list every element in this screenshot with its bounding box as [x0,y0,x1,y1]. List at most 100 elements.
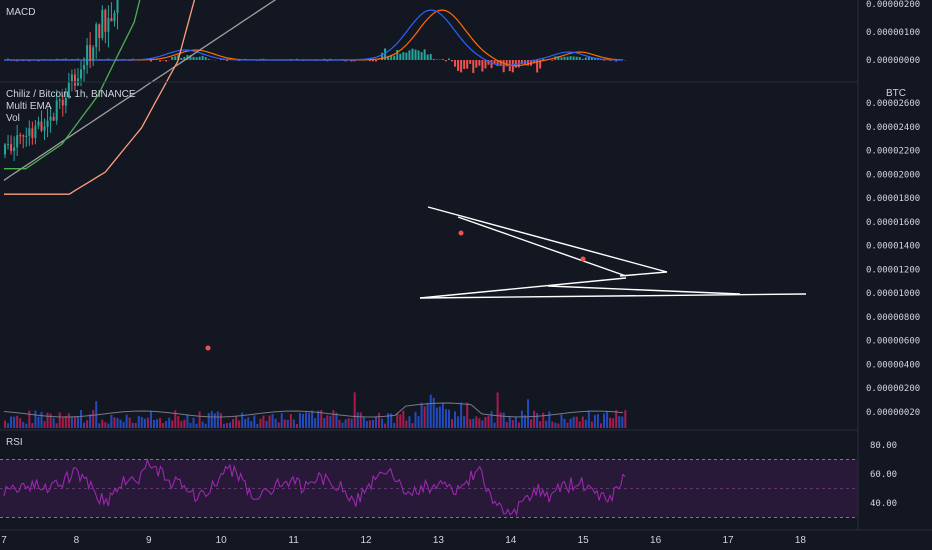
volume-bar [156,419,159,428]
candle-body [28,128,31,136]
signal-dot [580,256,586,262]
macd-histogram-bar [566,56,569,60]
candle-body [4,144,6,155]
volume-bar [195,423,198,428]
candle-body [55,100,58,121]
volume-bar [505,422,508,428]
macd-histogram-bar [55,58,58,60]
macd-histogram-bar [487,60,490,65]
volume-bar [542,412,545,428]
volume-bar [384,423,387,428]
candle-body [95,24,98,48]
rsi-tick-label: 80.00 [870,441,897,451]
volume-bar [353,392,356,428]
macd-histogram-bar [609,60,612,61]
candle-body [73,74,76,86]
macd-histogram-bar [350,60,353,62]
macd-histogram-bar [189,55,192,60]
volume-bar [101,419,104,428]
macd-histogram-bar [16,60,19,62]
volume-bar [478,418,481,428]
trendline [427,206,668,273]
macd-histogram-bar [450,60,453,62]
volume-bar [250,421,253,428]
volume-bar [207,413,210,428]
volume-bar [225,423,228,428]
macd-histogram-bar [180,57,183,60]
legend-ema[interactable]: Multi EMA [6,101,52,112]
volume-bar [256,423,259,428]
macd-histogram-bar [353,60,356,62]
macd-histogram-bar [536,60,539,73]
volume-bar [119,419,122,428]
macd-histogram-bar [466,60,469,69]
candle-body [7,144,10,146]
volume-bar [61,417,64,428]
volume-bar [381,418,384,428]
volume-bar [43,421,46,428]
volume-bar [162,423,165,428]
volume-bar [174,410,177,428]
volume-bar [432,397,435,428]
candle-body [13,147,16,152]
volume-bar [13,416,16,428]
macd-histogram-bar [149,60,152,62]
time-tick-label: 11 [288,535,299,546]
volume-bar [22,422,25,428]
macd-histogram-bar [593,58,596,60]
volume-bar [447,409,450,428]
candle-body [19,135,22,137]
macd-histogram-bar [590,57,593,60]
macd-histogram-bar [520,60,523,65]
volume-bar [393,422,396,428]
volume-bar [159,418,162,428]
volume-bar [603,413,606,428]
volume-bar [536,412,539,428]
macd-histogram-bar [587,56,590,60]
volume-bar [530,419,533,428]
volume-bar [429,394,432,428]
macd-histogram-bar [399,53,402,60]
macd-histogram-bar [539,60,542,69]
volume-bar [92,410,95,428]
volume-bar [615,410,618,428]
volume-bar [420,402,423,428]
volume-bar [19,418,22,428]
macd-histogram-bar [411,48,414,60]
price-tick-label: 0.00001800 [866,194,920,204]
macd-histogram-bar [405,52,408,60]
candle-body [25,135,28,137]
time-tick-label: 17 [722,535,734,546]
volume-bar [566,422,569,428]
macd-histogram-bar [165,60,168,62]
price-tick-label: 0.00001200 [866,265,920,275]
macd-tick-label: 0.00000200 [866,0,920,10]
volume-bar [548,411,551,428]
volume-bar [517,422,520,428]
legend-volume[interactable]: Vol [6,113,20,124]
macd-histogram-bar [7,58,10,60]
volume-bar [359,412,362,428]
time-tick-label: 13 [433,535,445,546]
volume-bar [438,406,441,428]
macd-histogram-bar [441,59,444,60]
macd-histogram-bar [262,58,265,60]
volume-bar [152,419,155,428]
volume-bar [599,423,602,428]
volume-bar [320,410,323,428]
volume-bar [49,413,52,428]
price-tick-label: 0.00000600 [866,337,920,347]
macd-histogram-bar [408,50,411,60]
symbol-title[interactable]: Chiliz / Bitcoin, 1h, BINANCE [6,89,136,100]
volume-bar [10,416,13,428]
macd-histogram-bar [472,60,475,73]
macd-histogram-bar [414,49,417,60]
candle-body [116,0,119,13]
candle-body [31,128,34,138]
volume-bar [253,415,256,428]
volume-bar [31,422,34,428]
macd-histogram-bar [575,56,578,60]
volume-bar [578,421,581,428]
candle-body [89,45,92,61]
